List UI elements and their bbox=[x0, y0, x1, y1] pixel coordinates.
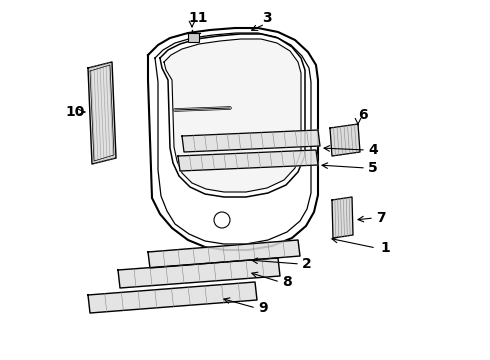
Polygon shape bbox=[148, 28, 318, 250]
Text: 10: 10 bbox=[65, 105, 84, 119]
Text: 9: 9 bbox=[258, 301, 268, 315]
Polygon shape bbox=[88, 62, 116, 164]
Polygon shape bbox=[148, 240, 300, 268]
Text: 8: 8 bbox=[282, 275, 292, 289]
Text: 5: 5 bbox=[368, 161, 378, 175]
Polygon shape bbox=[164, 39, 301, 192]
Text: 3: 3 bbox=[262, 11, 271, 25]
Text: 4: 4 bbox=[368, 143, 378, 157]
Polygon shape bbox=[332, 197, 353, 238]
Text: 2: 2 bbox=[302, 257, 312, 271]
Text: 7: 7 bbox=[376, 211, 386, 225]
Polygon shape bbox=[330, 124, 360, 156]
FancyBboxPatch shape bbox=[189, 33, 199, 42]
Polygon shape bbox=[88, 282, 257, 313]
Text: 11: 11 bbox=[188, 11, 207, 25]
Polygon shape bbox=[118, 258, 280, 288]
Polygon shape bbox=[182, 130, 320, 152]
Polygon shape bbox=[178, 150, 318, 171]
Text: 1: 1 bbox=[380, 241, 390, 255]
Text: 6: 6 bbox=[358, 108, 368, 122]
